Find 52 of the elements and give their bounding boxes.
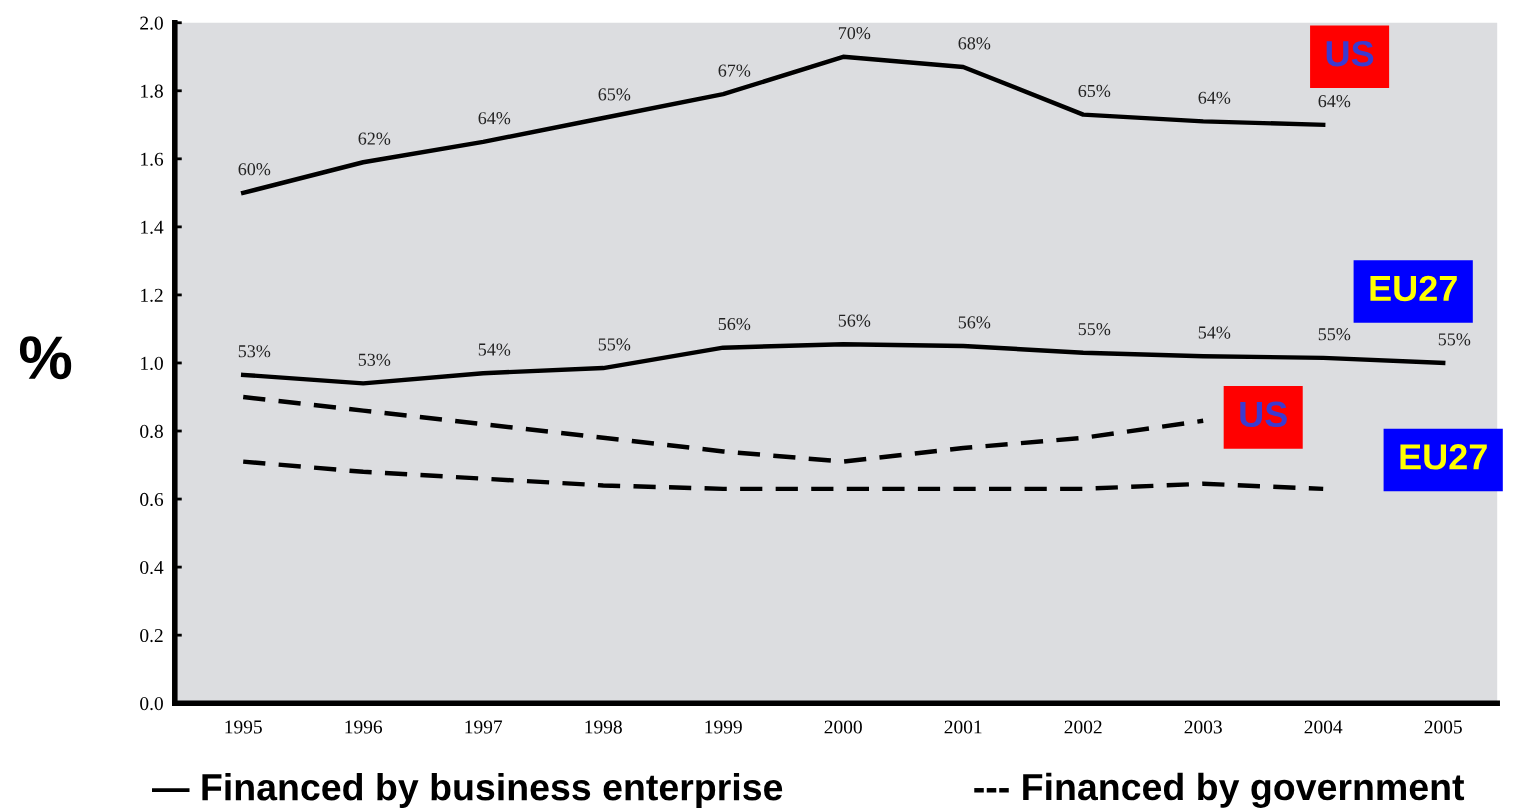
annotation: 55% [1438, 333, 1471, 346]
annotation: 60% [238, 163, 271, 176]
annotation: 55% [598, 338, 631, 351]
y-tick-label: 1.2 [141, 288, 163, 302]
annotation: 56% [958, 316, 991, 329]
series-label: US [1326, 40, 1374, 67]
annotation: 62% [358, 132, 391, 145]
annotation: 64% [1198, 91, 1231, 104]
x-tick-label: 1995 [225, 720, 262, 734]
x-tick-label: 2000 [824, 720, 862, 734]
text: EU27 [1400, 444, 1487, 470]
text: — Financed by business enterprise [152, 772, 783, 808]
annotation: 55% [1078, 323, 1111, 336]
x-tick-label: 2002 [1064, 720, 1102, 734]
x-tick-label: 1997 [465, 720, 503, 734]
annotation: 55% [1318, 328, 1351, 341]
y-tick-label: 0.2 [140, 628, 163, 643]
line-series [240, 459, 1326, 492]
annotation: 53% [358, 353, 391, 366]
y-tick-label: 2.0 [140, 16, 163, 30]
x-tick-label: 2005 [1424, 720, 1462, 734]
annotation: 64% [478, 112, 511, 125]
x-tick-label: 2004 [1304, 720, 1343, 734]
y-tick-label: 1.6 [141, 152, 164, 166]
y-tick-label: 1.8 [141, 84, 163, 98]
text: --- Financed by government [974, 772, 1465, 808]
y-axis-title: % [19, 336, 72, 380]
y-tick-label: 0.8 [140, 424, 163, 439]
y-tick-label: 1.0 [141, 356, 163, 370]
line-series [240, 394, 1206, 464]
annotation: 53% [238, 345, 271, 358]
y-tick-label: 0.6 [140, 492, 164, 507]
annotation: 54% [478, 343, 511, 356]
x-tick-label: 2001 [944, 720, 982, 734]
series-label: US [1240, 401, 1287, 428]
annotation: 56% [718, 317, 751, 331]
annotation: 67% [718, 64, 751, 77]
y-tick-label: 0.4 [140, 560, 164, 575]
annotation: 56% [838, 314, 871, 327]
annotation: 65% [1078, 84, 1111, 98]
annotation: 54% [1198, 326, 1231, 339]
annotation: 64% [1318, 95, 1351, 108]
x-tick-label: 2003 [1184, 720, 1222, 734]
y-tick-label: 0.0 [140, 697, 163, 711]
x-tick-label: 1996 [345, 720, 383, 734]
series-label: EU27 [1370, 275, 1457, 302]
y-tick-label: 1.4 [141, 220, 164, 234]
annotation: 70% [838, 27, 871, 40]
x-tick-label: 1998 [585, 720, 622, 734]
annotation: 68% [958, 37, 991, 50]
x-tick-label: 1999 [705, 720, 742, 734]
annotation: 65% [598, 88, 631, 101]
